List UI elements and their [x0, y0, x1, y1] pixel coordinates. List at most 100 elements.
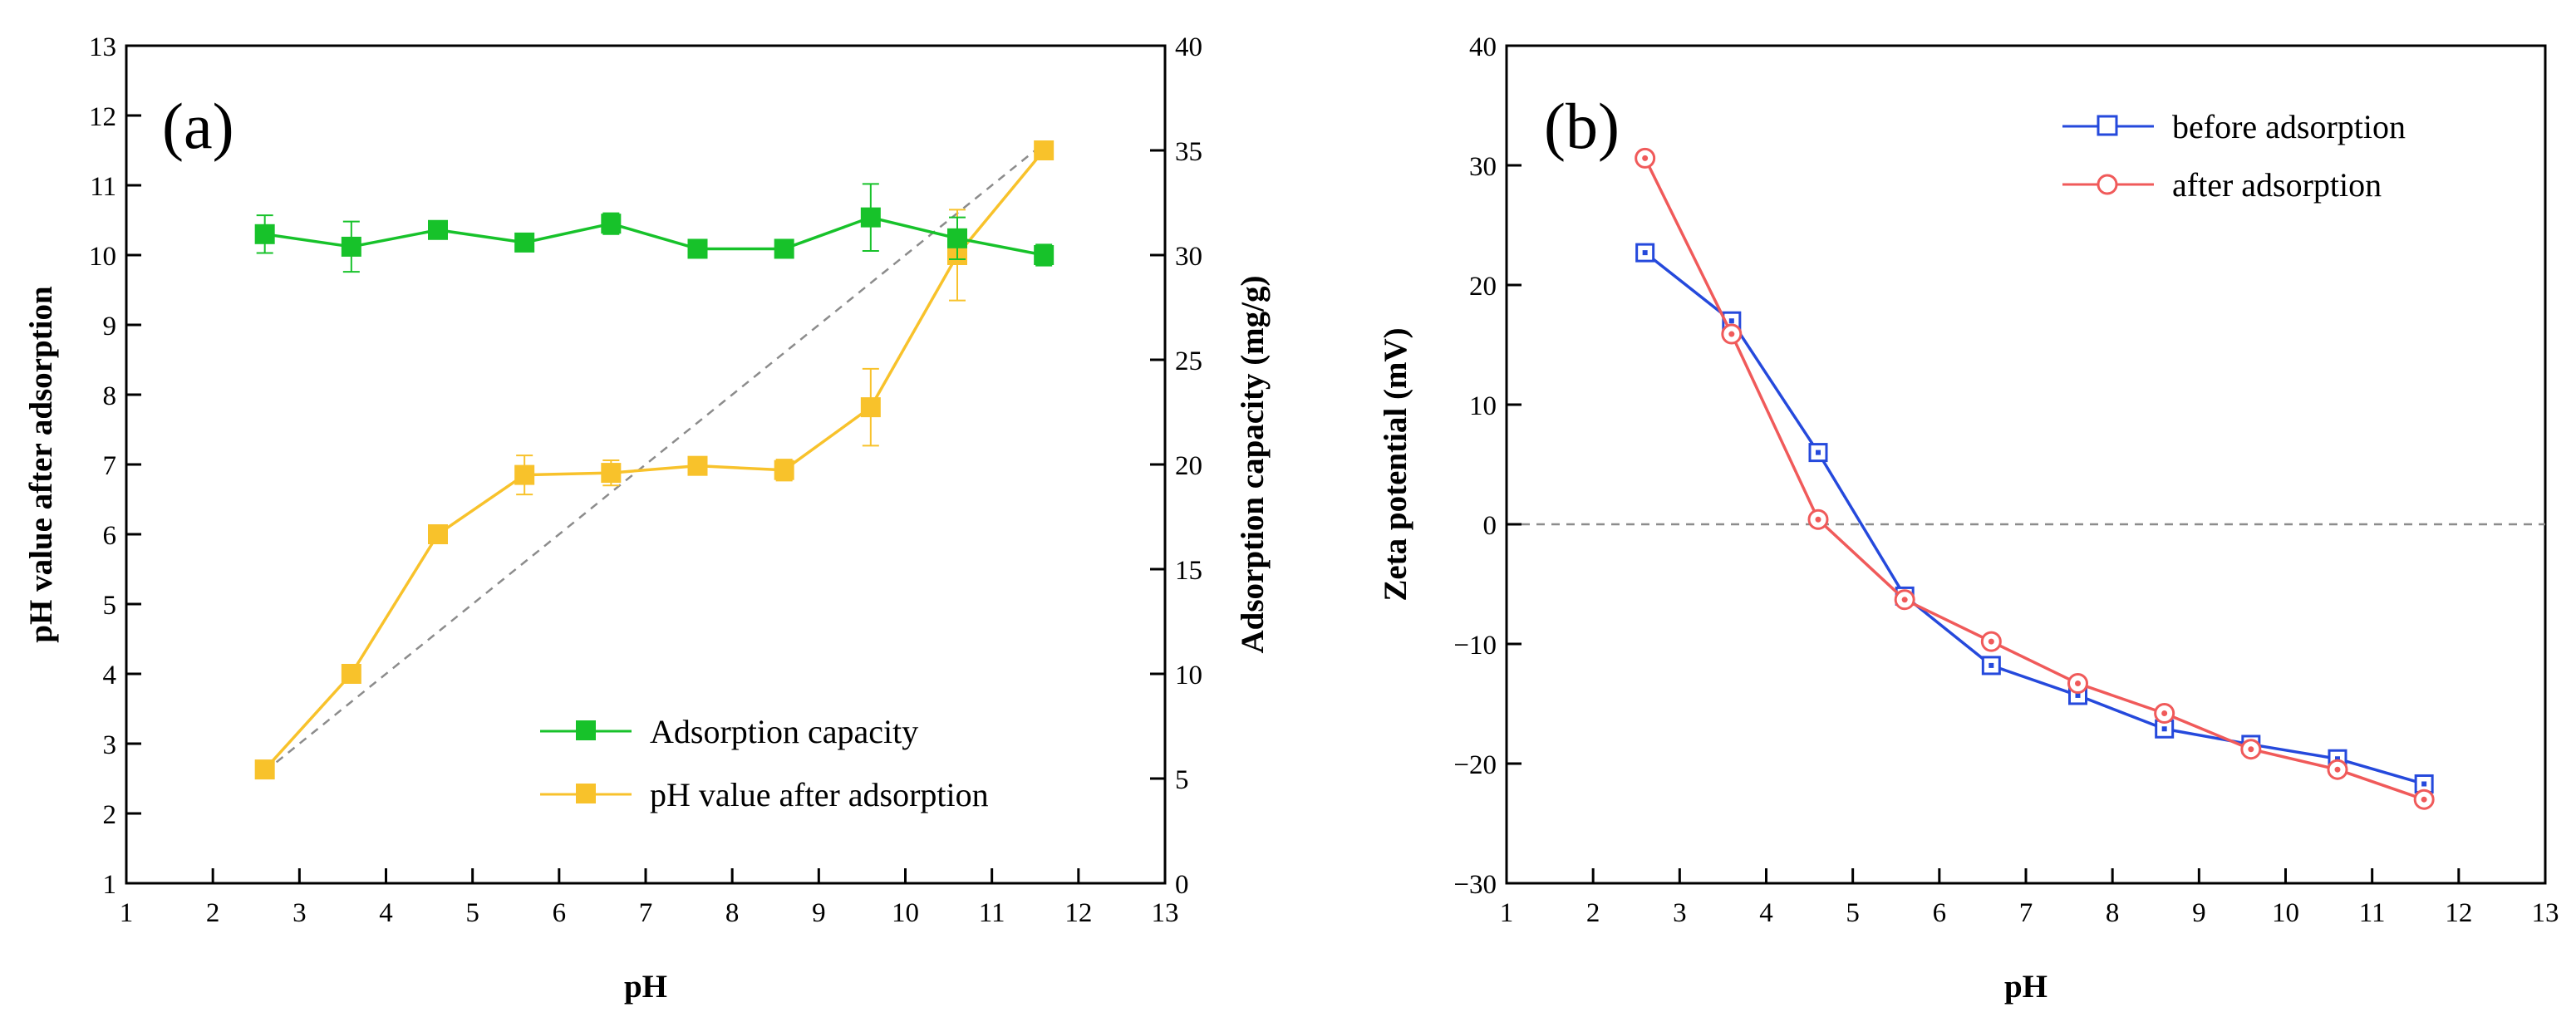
y-right-tick-label: 25	[1175, 346, 1202, 376]
x-ticks-b: 1 2 3 4 5 6 7 8 9 10 11 12 13	[1500, 868, 2559, 928]
x-tick-label: 4	[1759, 898, 1773, 928]
data-point-dot-before-adsorption	[2421, 781, 2427, 787]
y-tick-label: −20	[1453, 750, 1497, 780]
x-tick-label: 10	[2272, 898, 2299, 928]
x-tick-label: 11	[2359, 898, 2386, 928]
y-left-tick-label: 9	[103, 312, 117, 341]
x-tick-label: 2	[1586, 898, 1600, 928]
y-tick-label: 0	[1483, 511, 1497, 541]
series-line-before-adsorption	[1644, 251, 2425, 786]
legend-marker-before	[2097, 115, 2118, 136]
x-axis-title-b: pH	[2004, 969, 2048, 1005]
data-point-ph-value-after-adsorption	[601, 463, 622, 484]
data-point-ph-value-after-adsorption	[341, 664, 361, 684]
y-left-tick-label: 8	[103, 381, 117, 411]
data-point-dot-before-adsorption	[2075, 692, 2081, 698]
data-point-dot-after-adsorption	[1642, 155, 1649, 161]
data-point-adsorption-capacity	[514, 232, 535, 253]
data-point-dot-before-adsorption	[1816, 450, 1821, 455]
data-point-dot-after-adsorption	[1815, 516, 1821, 523]
x-tick-label: 13	[1152, 898, 1179, 928]
x-tick-label: 2	[206, 898, 220, 928]
data-point-dot-before-adsorption	[1642, 250, 1648, 256]
data-point-ph-value-after-adsorption	[428, 524, 448, 544]
x-tick-label: 7	[2019, 898, 2033, 928]
x-axis-title-a: pH	[624, 969, 667, 1005]
legend-label-ph-after: pH value after adsorption	[650, 776, 989, 813]
x-tick-label: 1	[120, 898, 134, 928]
data-point-adsorption-capacity	[947, 228, 967, 248]
legend-label-before: before adsorption	[2172, 108, 2406, 145]
data-point-dot-after-adsorption	[2248, 746, 2254, 753]
y-right-tick-label: 40	[1175, 32, 1202, 62]
reference-line-a	[263, 142, 1045, 773]
y-right-tick-label: 5	[1175, 765, 1189, 795]
data-point-dot-before-adsorption	[2161, 726, 2167, 732]
y-left-tick-label: 10	[89, 242, 116, 272]
y-left-axis-title-a: pH value after adsorption	[23, 286, 59, 643]
dashed-reference-line	[263, 142, 1045, 773]
y-tick-label: 20	[1469, 272, 1497, 302]
y-left-tick-label: 5	[103, 591, 117, 621]
x-tick-label: 4	[379, 898, 393, 928]
y-left-tick-label: 3	[103, 730, 117, 760]
legend-label-adsorption-capacity: Adsorption capacity	[650, 713, 918, 750]
x-tick-label: 7	[639, 898, 653, 928]
data-point-dot-before-adsorption	[1989, 662, 1994, 668]
legend-label-after: after adsorption	[2172, 166, 2382, 204]
panel-label-b: (b)	[1544, 90, 1620, 162]
data-point-adsorption-capacity	[428, 219, 448, 240]
data-point-dot-before-adsorption	[2335, 756, 2340, 762]
x-tick-label: 9	[2192, 898, 2206, 928]
series-line-adsorption-capacity	[264, 215, 1045, 257]
x-tick-label: 9	[812, 898, 826, 928]
y-right-axis-title-a: Adsorption capacity (mg/g)	[1235, 276, 1271, 654]
x-tick-label: 3	[1673, 898, 1687, 928]
y-left-tick-label: 2	[103, 800, 117, 830]
data-point-adsorption-capacity	[860, 207, 881, 228]
x-tick-label: 12	[1064, 898, 1092, 928]
data-point-dot-after-adsorption	[1901, 597, 1908, 603]
legend-marker-adsorption-capacity	[576, 720, 596, 740]
data-point-ph-value-after-adsorption	[774, 459, 794, 480]
x-tick-label: 8	[2106, 898, 2120, 928]
data-point-dot-after-adsorption	[2334, 766, 2341, 773]
legend-b: before adsorption after adsorption	[2062, 108, 2406, 204]
y-left-tick-label: 13	[89, 32, 116, 62]
series-line-ph-value-after-adsorption	[263, 149, 1045, 771]
x-tick-label: 5	[465, 898, 479, 928]
y-right-tick-label: 15	[1175, 556, 1202, 586]
y-tick-label: 40	[1469, 32, 1497, 62]
series-b	[1635, 147, 2435, 810]
data-point-adsorption-capacity	[1034, 245, 1054, 265]
y-left-tick-label: 7	[103, 451, 117, 481]
x-tick-label: 3	[293, 898, 307, 928]
y-ticks-b: −30 −20 −10 0 10 20 30 40	[1453, 32, 1522, 900]
x-tick-label: 6	[553, 898, 567, 928]
data-point-dot-after-adsorption	[2421, 796, 2427, 803]
data-point-dot-after-adsorption	[2075, 681, 2081, 687]
data-point-ph-value-after-adsorption	[254, 759, 275, 780]
y-right-tick-label: 35	[1175, 137, 1202, 167]
series-a	[254, 140, 1054, 780]
panel-label-a: (a)	[162, 90, 234, 162]
y-left-tick-label: 4	[103, 661, 117, 690]
y-axis-title-b: Zeta potential (mV)	[1378, 327, 1413, 601]
y-right-tick-label: 0	[1175, 870, 1189, 900]
y-tick-label: −10	[1453, 631, 1497, 661]
y-tick-label: 30	[1469, 152, 1497, 182]
x-tick-label: 10	[892, 898, 919, 928]
y-left-tick-label: 12	[89, 102, 116, 132]
plot-frame-b	[1505, 44, 2547, 885]
y-right-ticks-a: 0 5 10 15 20 25 30 35 40	[1150, 32, 1202, 900]
x-tick-label: 6	[1933, 898, 1947, 928]
data-point-ph-value-after-adsorption	[514, 464, 535, 485]
y-right-tick-label: 30	[1175, 242, 1202, 272]
y-left-tick-label: 1	[103, 870, 117, 900]
x-ticks-a: 1 2 3 4 5 6 7 8 9 10 11 12 13	[120, 868, 1179, 928]
data-point-dot-before-adsorption	[1728, 318, 1734, 324]
x-tick-label: 13	[2532, 898, 2559, 928]
data-point-dot-after-adsorption	[2161, 710, 2168, 717]
